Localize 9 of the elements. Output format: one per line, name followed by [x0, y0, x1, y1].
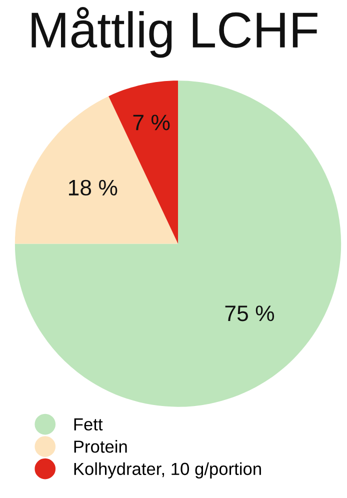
- data-label: 18 %: [69, 180, 118, 196]
- pie-slice: [14, 96, 178, 244]
- legend-label: Protein: [74, 440, 127, 453]
- data-label: 7 %: [133, 114, 170, 130]
- legend-label: Kolhydrater, 10 g/portion: [74, 462, 261, 478]
- data-label: 75 %: [225, 306, 274, 322]
- chart-title: Måttlig LCHF: [32, 7, 318, 58]
- pie-slice: [14, 80, 342, 407]
- legend-label: Fett: [74, 418, 103, 431]
